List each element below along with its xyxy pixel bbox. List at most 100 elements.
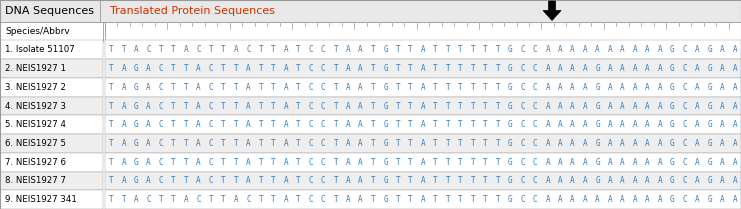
- Text: A: A: [284, 158, 288, 167]
- Text: 2. NEIS1927 1: 2. NEIS1927 1: [5, 64, 66, 73]
- Text: G: G: [383, 158, 388, 167]
- Text: T: T: [458, 64, 462, 73]
- Text: T: T: [445, 64, 451, 73]
- Bar: [105, 153, 741, 172]
- Text: T: T: [471, 195, 475, 204]
- Text: G: G: [383, 176, 388, 185]
- Text: A: A: [595, 45, 600, 54]
- Text: A: A: [695, 139, 700, 148]
- Text: A: A: [720, 139, 725, 148]
- Text: A: A: [421, 102, 425, 111]
- Text: T: T: [370, 102, 376, 111]
- Text: T: T: [259, 176, 263, 185]
- Text: T: T: [496, 120, 500, 129]
- Text: G: G: [134, 158, 139, 167]
- Bar: [0, 97, 103, 115]
- Text: T: T: [433, 195, 438, 204]
- Text: T: T: [458, 45, 462, 54]
- Text: T: T: [233, 176, 239, 185]
- Text: T: T: [259, 120, 263, 129]
- Text: A: A: [146, 120, 151, 129]
- Text: 4. NEIS1927 3: 4. NEIS1927 3: [5, 102, 66, 111]
- Text: C: C: [159, 139, 164, 148]
- Text: A: A: [359, 102, 363, 111]
- Text: C: C: [682, 102, 687, 111]
- Text: A: A: [608, 45, 612, 54]
- Text: A: A: [620, 139, 625, 148]
- Text: A: A: [720, 195, 725, 204]
- Text: C: C: [159, 83, 164, 92]
- Text: A: A: [233, 45, 239, 54]
- Text: T: T: [483, 139, 488, 148]
- Text: C: C: [246, 45, 250, 54]
- Text: A: A: [346, 195, 350, 204]
- Text: A: A: [246, 64, 250, 73]
- Text: T: T: [445, 176, 451, 185]
- Text: A: A: [583, 195, 588, 204]
- Text: A: A: [558, 64, 562, 73]
- Text: A: A: [645, 64, 650, 73]
- Text: A: A: [571, 139, 575, 148]
- Text: C: C: [682, 176, 687, 185]
- Bar: [0, 115, 103, 134]
- Text: C: C: [209, 139, 213, 148]
- Text: G: G: [508, 102, 513, 111]
- Text: T: T: [496, 195, 500, 204]
- Text: T: T: [233, 158, 239, 167]
- Text: A: A: [196, 102, 201, 111]
- Text: A: A: [732, 195, 737, 204]
- Text: T: T: [184, 139, 188, 148]
- Text: T: T: [109, 158, 113, 167]
- Text: A: A: [633, 176, 637, 185]
- Text: G: G: [670, 176, 675, 185]
- Text: A: A: [146, 83, 151, 92]
- Text: T: T: [445, 139, 451, 148]
- Text: A: A: [633, 195, 637, 204]
- Text: A: A: [346, 83, 350, 92]
- Text: T: T: [445, 195, 451, 204]
- Text: A: A: [184, 45, 188, 54]
- Text: T: T: [171, 139, 176, 148]
- Text: A: A: [608, 158, 612, 167]
- Text: T: T: [221, 176, 226, 185]
- Text: T: T: [445, 158, 451, 167]
- Text: T: T: [433, 158, 438, 167]
- Text: A: A: [583, 64, 588, 73]
- Bar: [105, 190, 741, 209]
- Text: T: T: [445, 102, 451, 111]
- Text: A: A: [545, 139, 550, 148]
- Text: A: A: [620, 158, 625, 167]
- Text: A: A: [421, 176, 425, 185]
- Text: T: T: [445, 83, 451, 92]
- Text: T: T: [184, 176, 188, 185]
- Text: T: T: [458, 139, 462, 148]
- Text: A: A: [545, 102, 550, 111]
- Text: A: A: [558, 195, 562, 204]
- Text: T: T: [271, 45, 276, 54]
- Text: A: A: [608, 64, 612, 73]
- Text: A: A: [122, 83, 126, 92]
- Text: G: G: [383, 120, 388, 129]
- Bar: [105, 134, 741, 153]
- Text: A: A: [284, 102, 288, 111]
- Text: T: T: [271, 83, 276, 92]
- Text: T: T: [396, 158, 400, 167]
- Text: T: T: [233, 64, 239, 73]
- Text: T: T: [259, 45, 263, 54]
- Text: A: A: [571, 64, 575, 73]
- Text: C: C: [682, 45, 687, 54]
- Text: T: T: [159, 45, 164, 54]
- Text: 5. NEIS1927 4: 5. NEIS1927 4: [5, 120, 66, 129]
- Text: A: A: [657, 176, 662, 185]
- Text: T: T: [396, 102, 400, 111]
- Text: A: A: [732, 64, 737, 73]
- Text: A: A: [608, 120, 612, 129]
- Text: A: A: [359, 176, 363, 185]
- Text: T: T: [333, 158, 338, 167]
- Text: T: T: [408, 176, 413, 185]
- Text: A: A: [657, 158, 662, 167]
- Text: T: T: [396, 176, 400, 185]
- Text: A: A: [246, 158, 250, 167]
- Text: 1. Isolate 51107: 1. Isolate 51107: [5, 45, 75, 54]
- Text: C: C: [321, 158, 325, 167]
